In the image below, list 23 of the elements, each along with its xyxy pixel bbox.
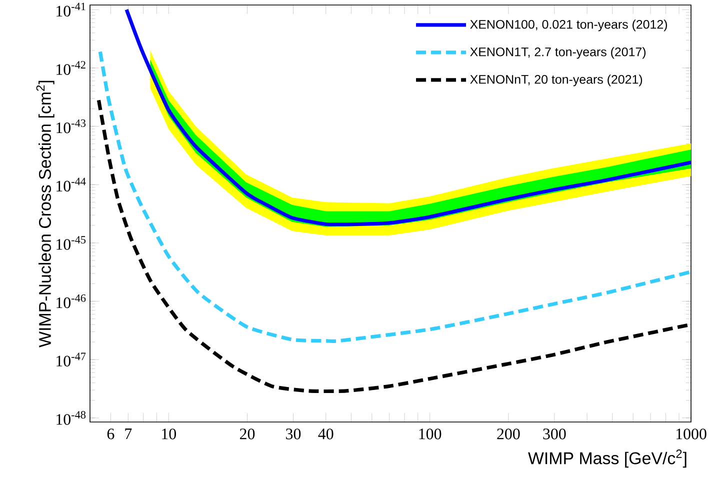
x-tick-label: 40 [318,428,334,440]
y-tick-label: 10$^{-42}$ [56,61,86,75]
y-axis-title: WIMP-Nucleon Cross Section [cm$^{2}$] [36,80,54,348]
x-tick-label: 20 [240,428,255,440]
y-tick-label: 10$^{-43}$ [56,119,86,134]
y-tick-label: 10$^{-47}$ [56,352,86,366]
x-tick-label: 200 [497,428,520,440]
legend-label: XENON1T, 2.7 ton-years (2017) [470,47,646,59]
x-tick-label: 10 [162,428,176,440]
legend-label: XENON100, 0.021 ton-years (2012) [470,20,667,32]
y-tick-label: 10$^{-46}$ [56,294,86,308]
x-tick-label: 6 [107,428,114,440]
x-tick-label: 1000 [676,428,706,440]
x-tick-label: 300 [543,428,566,440]
x-axis-title: WIMP Mass [GeV/c$^{2}$] [528,450,686,468]
legend-label: XENONnT, 20 ton-years (2021) [470,74,642,86]
y-tick-label: 10$^{-45}$ [56,236,86,250]
y-tick-label: 10$^{-44}$ [56,178,86,192]
y-tick-label: 10$^{-48}$ [56,411,86,425]
y-tick-label: 10$^{-41}$ [56,2,86,17]
x-tick-label: 30 [286,428,301,440]
x-tick-label: 7 [125,428,132,439]
x-tick-label: 100 [419,428,442,440]
